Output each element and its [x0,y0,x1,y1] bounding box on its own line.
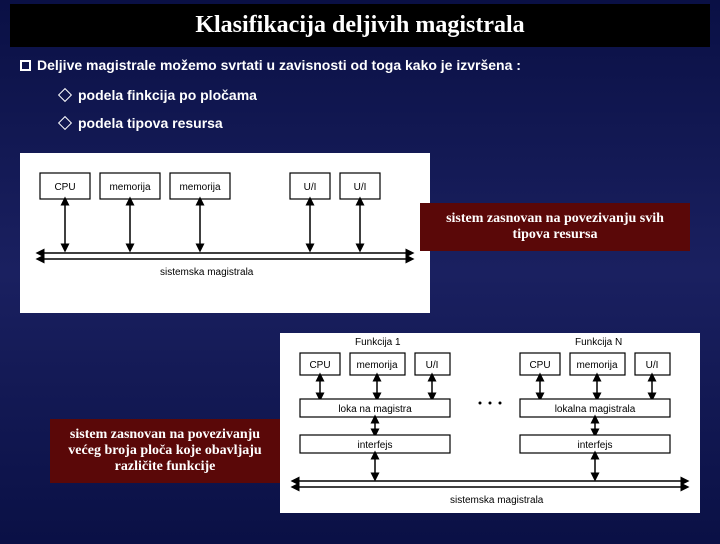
square-bullet-icon [20,60,31,71]
d1-box-ui2: U/I [354,182,367,193]
main-bullet-row: Deljive magistrale možemo svrtati u zavi… [20,57,700,73]
diagram-1: CPU memorija memorija U/I U/I sistemska … [20,153,430,313]
d2-g1-cpu: CPU [309,360,330,371]
d1-box-cpu: CPU [54,182,75,193]
main-bullet-text: Deljive magistrale možemo svrtati u zavi… [37,57,521,73]
slide-title: Klasifikacija deljivih magistrala [10,4,710,47]
sub-bullet-1: podela finkcija po pločama [60,87,700,103]
d2-g2-ui: U/I [646,360,659,371]
caption-1: sistem zasnovan na povezivanju svih tipo… [420,203,690,251]
d1-box-mem1: memorija [109,182,151,193]
sub-bullet-1-text: podela finkcija po pločama [78,87,257,103]
diagram-area: CPU memorija memorija U/I U/I sistemska … [20,143,700,513]
caption-2: sistem zasnovan na povezivanju većeg bro… [50,419,280,483]
d2-g1-ui: U/I [426,360,439,371]
d2-g2-mem: memorija [576,360,618,371]
d1-bus-label: sistemska magistrala [160,267,254,278]
d2-g1-interface: interfejs [357,440,392,451]
d1-box-mem2: memorija [179,182,221,193]
d1-box-ui1: U/I [304,182,317,193]
d2-g2-localbus: lokalna magistrala [555,404,636,415]
diamond-bullet-icon [58,88,72,102]
d2-g2-label: Funkcija N [575,337,622,348]
d2-sysbus-label: sistemska magistrala [450,495,544,506]
content-area: Deljive magistrale možemo svrtati u zavi… [0,47,720,523]
sub-bullet-2-text: podela tipova resursa [78,115,223,131]
diagram-2: Funkcija 1 CPU memorija U/I loka na magi… [280,333,700,513]
d2-g1-label: Funkcija 1 [355,337,401,348]
d2-g2-interface: interfejs [577,440,612,451]
d2-g1-localbus: loka na magistra [338,404,412,415]
diamond-bullet-icon [58,116,72,130]
d2-g1-mem: memorija [356,360,398,371]
d2-g2-cpu: CPU [529,360,550,371]
sub-bullet-2: podela tipova resursa [60,115,700,131]
